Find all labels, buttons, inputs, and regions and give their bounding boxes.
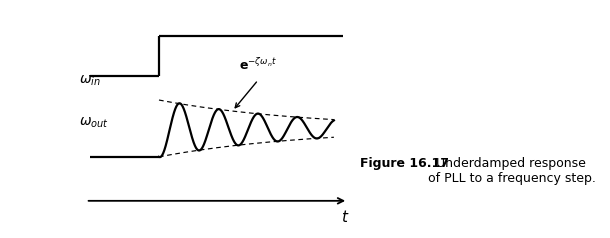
Text: $t$: $t$ [342, 209, 350, 225]
Text: $\omega_{out}$: $\omega_{out}$ [79, 116, 109, 130]
Text: $\mathbf{e}^{-\zeta\omega_n t}$: $\mathbf{e}^{-\zeta\omega_n t}$ [239, 57, 277, 73]
Text: $\omega_{in}$: $\omega_{in}$ [79, 73, 101, 88]
Text: Underdamped response
of PLL to a frequency step.: Underdamped response of PLL to a frequen… [428, 157, 597, 185]
Text: Figure 16.17: Figure 16.17 [360, 157, 449, 170]
